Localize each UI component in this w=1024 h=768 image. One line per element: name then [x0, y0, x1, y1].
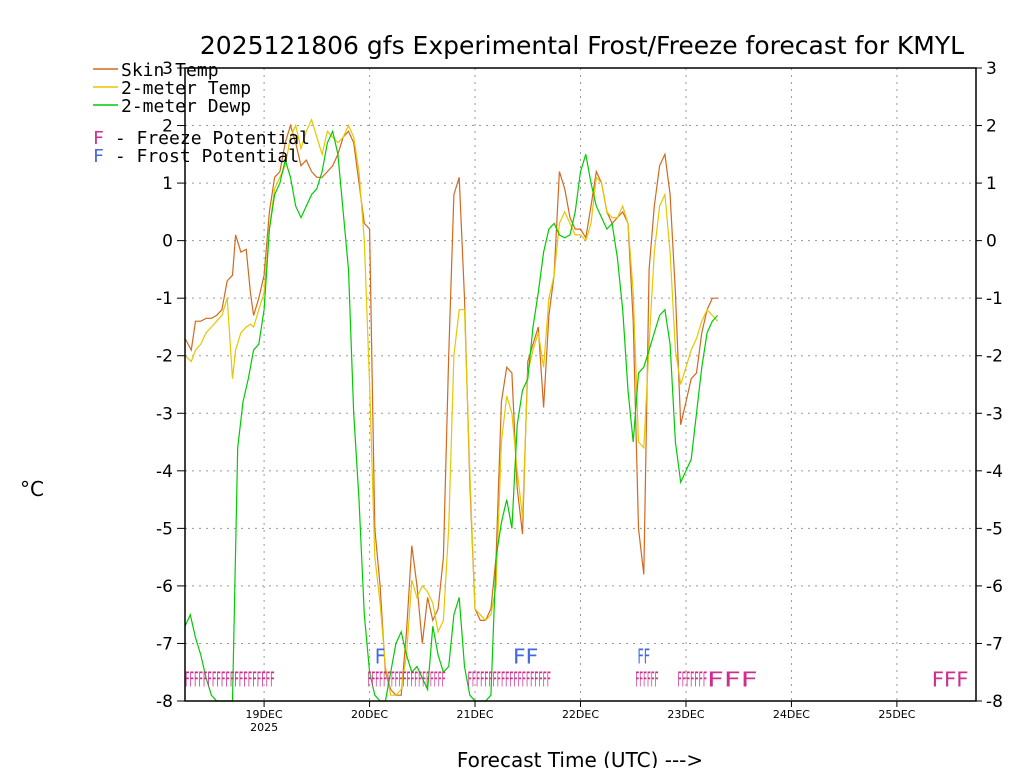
- y-tick-label-right: 3: [986, 59, 997, 79]
- legend-label-dewp: 2-meter Dewp: [121, 96, 251, 117]
- freeze-potential-flag: FFFFFFFFFFFFFFFFFFFF: [468, 668, 551, 692]
- x-tick-label: 21DEC: [456, 708, 493, 721]
- frost-potential-flag: FF: [513, 645, 538, 669]
- potential-flags: FFFFFFFFFFFFFFFFFFFF FFFFFFFFFFFFFFFFFFFF…: [185, 645, 969, 692]
- series-lines: [184, 118, 719, 702]
- y-tick-label-left: -3: [156, 404, 173, 424]
- freeze-potential-flag: FFFFFF: [635, 668, 658, 692]
- legend-freeze-symbol: F: [93, 128, 104, 149]
- legend-frost-label: - Frost Potential: [104, 146, 299, 167]
- frost-potential-flag: FF: [637, 645, 650, 669]
- legend-freeze-label: - Freeze Potential: [104, 128, 310, 149]
- y-axis-label: °C: [20, 477, 44, 501]
- x-tick-sublabel: 2025: [250, 721, 278, 734]
- y-tick-label-right: 1: [986, 174, 997, 194]
- y-tick-label-right: -1: [986, 289, 1003, 309]
- y-tick-label-right: -8: [986, 692, 1003, 712]
- x-tick-label: 20DEC: [351, 708, 388, 721]
- axes: 3 3 2 2 1 1 0 0 -1 -1 -2 -2 -3 -3 -4 -4 -5 -5 -6 -6 -7 -7 -8 -8…: [156, 59, 1003, 734]
- y-tick-label-right: -3: [986, 404, 1003, 424]
- freeze-potential-flag: FFFFFFF: [678, 668, 708, 692]
- y-tick-label-left: 3: [162, 59, 173, 79]
- y-tick-label-left: -8: [156, 692, 173, 712]
- y-tick-label-left: -5: [156, 519, 173, 539]
- x-axis-label: Forecast Time (UTC) --->: [457, 748, 703, 768]
- y-tick-label-left: -6: [156, 577, 173, 597]
- y-tick-label-left: 1: [162, 174, 173, 194]
- freeze-potential-flag: FFF: [707, 668, 758, 692]
- y-tick-label-right: -5: [986, 519, 1003, 539]
- x-tick-label: 23DEC: [667, 708, 704, 721]
- freeze-potential-flag: FFF: [932, 668, 969, 692]
- y-tick-label-right: -4: [986, 462, 1003, 482]
- two-meter-temp-line: [184, 118, 719, 696]
- legend-label-skin: Skin Temp: [121, 60, 219, 81]
- y-tick-label-left: 0: [162, 232, 173, 252]
- y-tick-label-left: -2: [156, 347, 173, 367]
- x-tick-label: 19DEC: [246, 708, 283, 721]
- y-tick-label-left: -7: [156, 634, 173, 654]
- two-meter-dewp-line: [184, 129, 719, 702]
- legend: Skin Temp 2-meter Temp 2-meter Dewp F - …: [93, 60, 310, 167]
- chart-title: 2025121806 gfs Experimental Frost/Freeze…: [200, 31, 964, 60]
- y-tick-label-right: 2: [986, 117, 997, 137]
- y-tick-label-left: -4: [156, 462, 173, 482]
- legend-label-temp: 2-meter Temp: [121, 78, 251, 99]
- x-tick-label: 24DEC: [773, 708, 810, 721]
- y-tick-label-right: 0: [986, 232, 997, 252]
- y-tick-label-left: 2: [162, 117, 173, 137]
- legend-frost-symbol: F: [93, 146, 104, 167]
- y-tick-label-right: -7: [986, 634, 1003, 654]
- y-tick-label-left: -1: [156, 289, 173, 309]
- x-tick-label: 25DEC: [878, 708, 915, 721]
- x-tick-label: 22DEC: [562, 708, 599, 721]
- freeze-potential-flag: FFFFFFFFFFFFFFFFFFFF: [185, 668, 275, 692]
- y-tick-label-right: -6: [986, 577, 1003, 597]
- frost-potential-flag: F: [375, 645, 386, 669]
- freeze-potential-flag: FFFFFFFFFFFFFFFFFFFF: [367, 668, 445, 692]
- y-tick-label-right: -2: [986, 347, 1003, 367]
